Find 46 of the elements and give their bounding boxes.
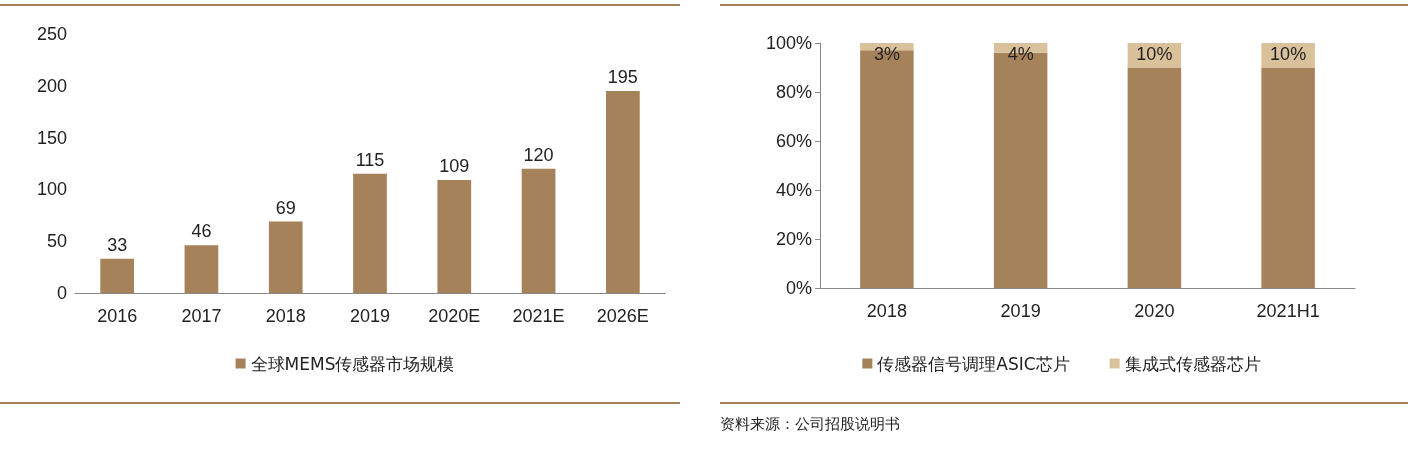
data-label: 115 — [355, 149, 385, 170]
y-tick-label: 100 — [36, 179, 67, 200]
data-label: 10% — [1136, 44, 1173, 64]
data-label: 33 — [107, 234, 128, 255]
y-tick-label: 250 — [36, 24, 67, 44]
bar — [437, 180, 472, 293]
data-label: 3% — [873, 44, 900, 64]
x-tick-label: 2016 — [97, 306, 138, 326]
y-tick-label: 80% — [775, 82, 812, 102]
bar — [184, 245, 219, 293]
x-tick-label: 2020 — [1134, 301, 1175, 321]
bar — [100, 258, 134, 293]
data-label: 69 — [275, 197, 296, 218]
x-tick-label: 2020E — [428, 306, 481, 326]
y-tick-label: 100% — [765, 33, 812, 53]
bar — [1127, 67, 1182, 288]
bar — [353, 173, 387, 293]
bar — [521, 168, 556, 293]
bar — [1261, 67, 1315, 288]
x-tick-label: 2026E — [596, 306, 649, 326]
legend-label: 集成式传感器芯片 — [1124, 353, 1261, 374]
x-tick-label: 2018 — [265, 306, 306, 326]
data-label: 46 — [191, 221, 212, 242]
y-tick-label: 20% — [775, 229, 812, 249]
bar — [268, 221, 303, 293]
text: 资料来源：公司招股说明书 — [720, 414, 900, 433]
data-label: 109 — [439, 156, 470, 177]
y-tick-label: 40% — [775, 180, 812, 200]
data-label: 10% — [1270, 44, 1307, 64]
x-tick-label: 2018 — [866, 301, 907, 321]
y-tick-label: 60% — [775, 131, 812, 151]
data-label: 195 — [607, 66, 638, 87]
legend-label: 传感器信号调理ASIC芯片 — [877, 353, 1070, 374]
legend-label: 全球MEMS传感器市场规模 — [250, 353, 455, 374]
x-tick-label: 2019 — [349, 306, 391, 326]
y-tick-label: 50 — [46, 231, 67, 252]
x-tick-label: 2017 — [181, 306, 222, 326]
bar — [606, 90, 640, 293]
y-tick-label: 0% — [785, 278, 812, 298]
x-tick-label: 2021E — [512, 306, 565, 326]
x-tick-label: 2019 — [1000, 301, 1041, 321]
y-tick-label: 150 — [36, 127, 67, 148]
x-tick-label: 2021H1 — [1256, 301, 1320, 321]
y-tick-label: 0 — [56, 283, 67, 303]
y-tick-label: 200 — [36, 75, 67, 96]
data-label: 120 — [523, 144, 554, 165]
